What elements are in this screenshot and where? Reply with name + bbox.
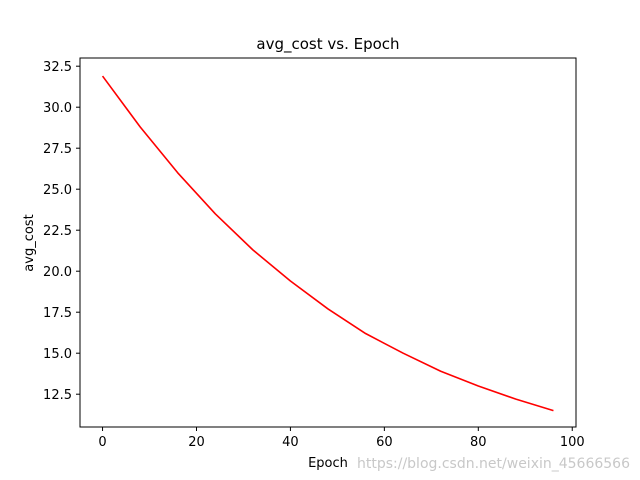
x-axis-ticks: 0 20 40 60 80 100 bbox=[98, 427, 585, 450]
y-axis-ticks: 12.5 15.0 17.5 20.0 22.5 25.0 27.5 30.0 32.5 bbox=[43, 60, 80, 403]
y-tick-label: 30.0 bbox=[43, 101, 72, 116]
x-tick-label: 100 bbox=[560, 435, 585, 450]
x-tick-label: 40 bbox=[282, 435, 299, 450]
y-axis-label: avg_cost bbox=[22, 214, 37, 271]
x-tick-label: 80 bbox=[470, 435, 487, 450]
y-tick-label: 22.5 bbox=[43, 224, 72, 239]
chart-title: avg_cost vs. Epoch bbox=[256, 35, 399, 54]
y-tick-label: 27.5 bbox=[43, 142, 72, 157]
x-axis-label: Epoch bbox=[308, 456, 348, 471]
y-tick-label: 15.0 bbox=[43, 347, 72, 362]
x-tick-label: 0 bbox=[98, 435, 106, 450]
series-layer bbox=[101, 75, 554, 412]
series-line bbox=[101, 75, 554, 412]
axes-frame bbox=[79, 57, 577, 428]
x-tick-label: 20 bbox=[188, 435, 205, 450]
y-tick-label: 12.5 bbox=[43, 388, 72, 403]
y-tick-label: 25.0 bbox=[43, 183, 72, 198]
y-tick-label: 17.5 bbox=[43, 306, 72, 321]
watermark-text: https://blog.csdn.net/weixin_45666566 bbox=[357, 456, 630, 472]
y-tick-label: 20.0 bbox=[43, 265, 72, 280]
y-tick-label: 32.5 bbox=[43, 60, 72, 75]
plot-area bbox=[79, 57, 577, 428]
x-tick-label: 60 bbox=[376, 435, 393, 450]
